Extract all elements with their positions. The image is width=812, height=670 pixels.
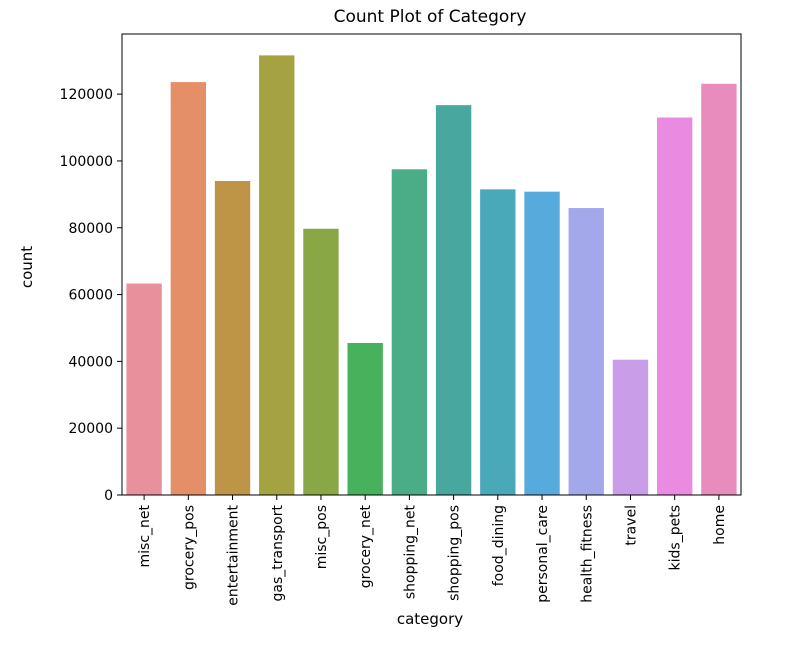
y-tick-label: 40000 — [68, 354, 113, 370]
bar-food-dining — [480, 189, 516, 495]
x-tick-label: grocery_net — [358, 504, 374, 588]
bar-misc-net — [126, 283, 162, 495]
bar-shopping-net — [391, 169, 428, 496]
y-tick-label: 60000 — [68, 288, 113, 304]
x-tick-label: food_dining — [491, 505, 507, 586]
x-axis-title: category — [397, 610, 463, 628]
x-tick-label: misc_pos — [314, 505, 330, 569]
x-tick-label: travel — [623, 505, 639, 546]
x-tick-label: health_fitness — [579, 505, 595, 603]
bar-personal-care — [524, 191, 560, 496]
bar-gas-transport — [259, 55, 295, 496]
x-tick-label: entertainment — [226, 504, 242, 605]
bars-group — [126, 55, 737, 496]
y-tick-label: 20000 — [68, 421, 113, 437]
x-tick-label: kids_pets — [668, 505, 684, 570]
x-tick-label: shopping_net — [402, 504, 418, 599]
x-tick-label: misc_net — [137, 504, 153, 567]
bar-travel — [612, 359, 649, 495]
bar-misc-pos — [303, 228, 339, 495]
plot-frame — [121, 33, 742, 496]
x-axis: misc_net grocery_pos entertainment gas_tran… — [137, 495, 728, 606]
x-tick-label: shopping_pos — [447, 505, 463, 601]
y-axis: 0 20000 40000 60000 80000 100000 120000 — [60, 87, 122, 504]
bar-home — [701, 83, 737, 496]
x-tick-label: personal_care — [535, 505, 551, 603]
bar-shopping-pos — [435, 105, 472, 495]
y-tick-label: 80000 — [68, 221, 113, 237]
bar-entertainment — [214, 180, 251, 495]
chart-title: Count Plot of Category — [334, 7, 527, 27]
y-tick-label: 0 — [104, 488, 113, 504]
y-tick-label: 100000 — [60, 154, 113, 170]
x-tick-label: grocery_pos — [181, 505, 197, 590]
x-tick-label: home — [712, 505, 728, 545]
bar-kids-pets — [656, 117, 693, 495]
bar-grocery-pos — [170, 82, 207, 496]
y-tick-label: 120000 — [60, 87, 113, 103]
y-axis-title: count — [18, 246, 36, 288]
bar-health-fitness — [568, 208, 604, 496]
bar-grocery-net — [347, 343, 383, 495]
x-tick-label: gas_transport — [270, 504, 286, 601]
